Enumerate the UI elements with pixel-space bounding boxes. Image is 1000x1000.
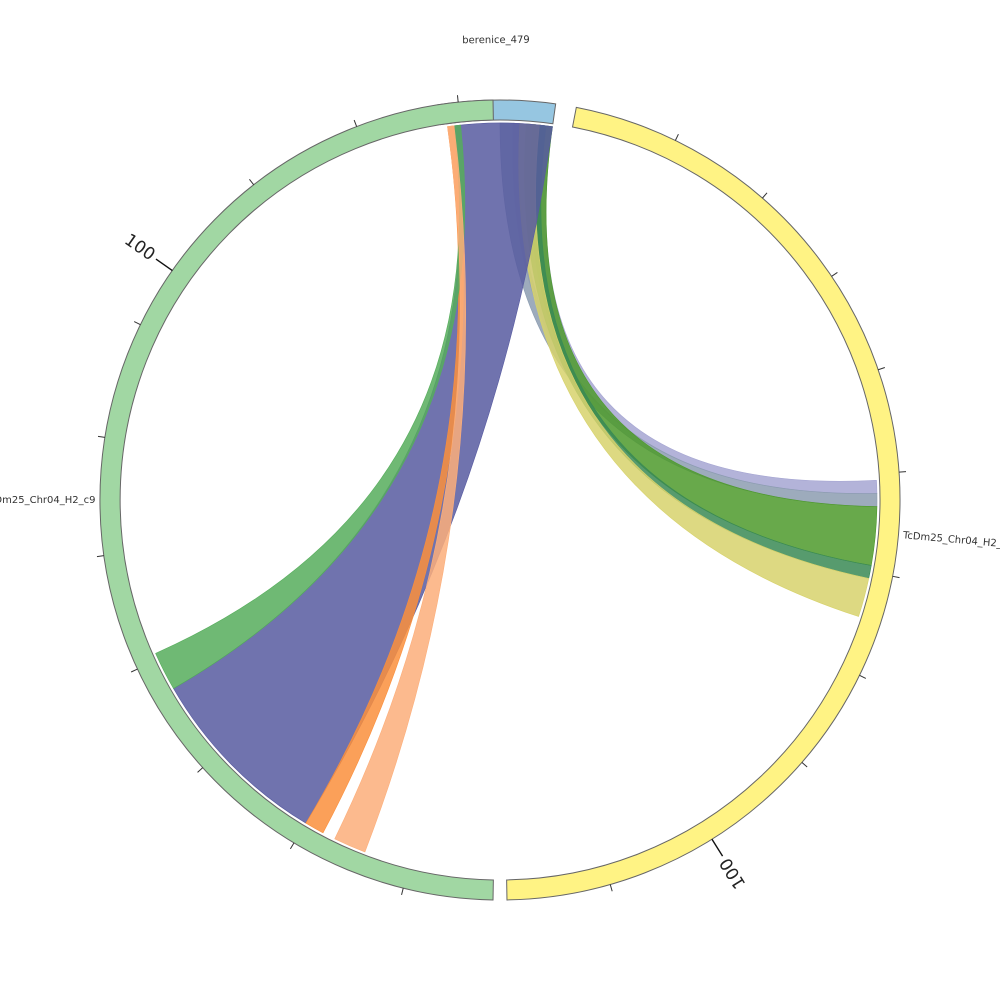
minor-tick-c7-0	[674, 133, 679, 141]
minor-tick-c9-0	[401, 887, 404, 896]
minor-tick-c9-5	[97, 435, 105, 438]
segment-label-c9: TcDm25_Chr04_H2_c9	[0, 495, 95, 506]
minor-tick-c7-5	[892, 575, 900, 579]
minor-tick-c9-2	[197, 767, 204, 773]
minor-tick-c9-9	[456, 95, 459, 103]
link-berenice-c7-0	[512, 122, 878, 494]
minor-tick-c7-1	[762, 192, 768, 199]
segment-c7	[506, 106, 901, 901]
minor-tick-c7-7	[801, 762, 808, 768]
minor-tick-c9-7	[249, 178, 255, 186]
link-berenice-c7-4	[518, 123, 870, 617]
major-tick-label-c7-0: 100	[716, 854, 750, 892]
minor-tick-c7-6	[859, 674, 867, 679]
major-tick-c7-0	[711, 838, 724, 857]
segment-label-berenice: berenice_479	[462, 35, 529, 47]
major-tick-label-c9-0: 100	[121, 230, 159, 265]
minor-tick-c7-3	[878, 367, 885, 371]
major-tick-c9-0	[155, 258, 173, 272]
link-berenice-c9-8	[334, 125, 467, 853]
minor-tick-c7-2	[831, 271, 838, 277]
minor-tick-c9-8	[353, 119, 358, 127]
minor-tick-c9-3	[130, 668, 138, 673]
segment-label-c7: TcDm25_Chr04_H2_c7	[901, 530, 1000, 551]
minor-tick-c9-6	[133, 321, 141, 326]
minor-tick-c9-4	[96, 555, 104, 558]
links-layer	[155, 122, 878, 853]
segments-layer	[99, 99, 901, 901]
minor-tick-c9-1	[289, 842, 295, 850]
segment-c9	[99, 99, 494, 901]
minor-tick-c7-8	[609, 884, 613, 892]
